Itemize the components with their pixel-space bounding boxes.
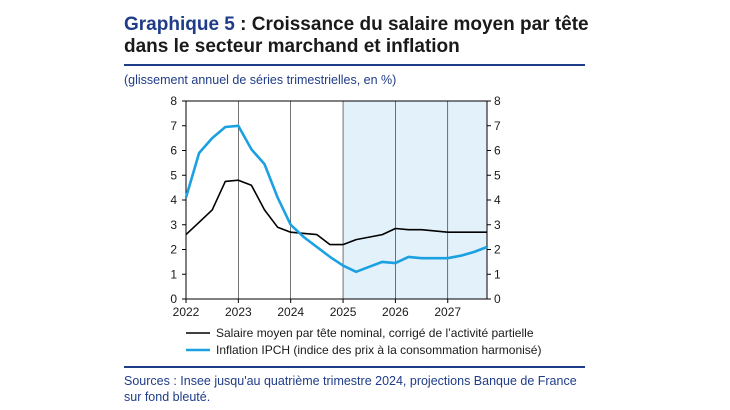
- x-tick-label: 2027: [434, 305, 461, 319]
- projection-shading: [343, 101, 487, 299]
- y-tick-label-right: 2: [494, 243, 501, 257]
- chart-title-label: Graphique 5: [124, 14, 235, 35]
- y-axis-left: 0 1 2 3 4 5 6 7 8: [170, 94, 186, 306]
- y-tick-label-left: 6: [170, 144, 177, 158]
- y-tick-label-left: 8: [170, 94, 177, 108]
- series-line-1: [185, 179, 487, 246]
- y-tick-label-right: 1: [494, 267, 501, 281]
- y-tick-label-left: 2: [170, 243, 177, 257]
- chart-subtitle: (glissement annuel de séries trimestriel…: [124, 73, 397, 87]
- y-tick-label-right: 4: [494, 193, 501, 207]
- y-tick-label-left: 3: [170, 218, 177, 232]
- legend-label-1: Salaire moyen par tête nominal, corrigé …: [216, 326, 534, 340]
- sources-note: Sources : Insee jusqu'au quatrième trime…: [124, 374, 577, 404]
- line-chart: 0 1 2 3 4 5 6 7 8 0 1 2 3 4 5 6 7 8 2022 2023 2024 2025 2026…: [170, 94, 541, 357]
- y-tick-label-left: 1: [170, 267, 177, 281]
- bottom-divider: [124, 366, 585, 368]
- y-tick-label-right: 6: [494, 144, 501, 158]
- x-tick-label: 2026: [382, 305, 409, 319]
- y-tick-label-left: 0: [170, 292, 177, 306]
- y-axis-right: 0 1 2 3 4 5 6 7 8: [487, 94, 501, 306]
- y-tick-label-right: 7: [494, 119, 501, 133]
- legend-label-2: Inflation IPCH (indice des prix à la con…: [216, 343, 541, 357]
- chart-title-text: : Croissance du salaire moyen par tête d…: [124, 14, 589, 57]
- x-tick-label: 2023: [225, 305, 252, 319]
- y-tick-label-right: 0: [494, 292, 501, 306]
- x-tick-label: 2024: [277, 305, 304, 319]
- y-tick-label-left: 7: [170, 119, 177, 133]
- x-tick-label: 2025: [330, 305, 357, 319]
- top-divider: [124, 64, 585, 66]
- y-tick-label-left: 4: [170, 193, 177, 207]
- legend: Salaire moyen par tête nominal, corrigé …: [186, 326, 541, 357]
- y-tick-label-right: 5: [494, 168, 501, 182]
- y-tick-label-right: 3: [494, 218, 501, 232]
- series-line-2: [184, 124, 488, 274]
- chart-title: Graphique 5 : Croissance du salaire moye…: [124, 14, 594, 58]
- x-axis: 2022 2023 2024 2025 2026 2027: [173, 299, 461, 319]
- y-tick-label-right: 8: [494, 94, 501, 108]
- x-tick-label: 2022: [173, 305, 200, 319]
- series-lines: [184, 124, 488, 274]
- y-tick-label-left: 5: [170, 168, 177, 182]
